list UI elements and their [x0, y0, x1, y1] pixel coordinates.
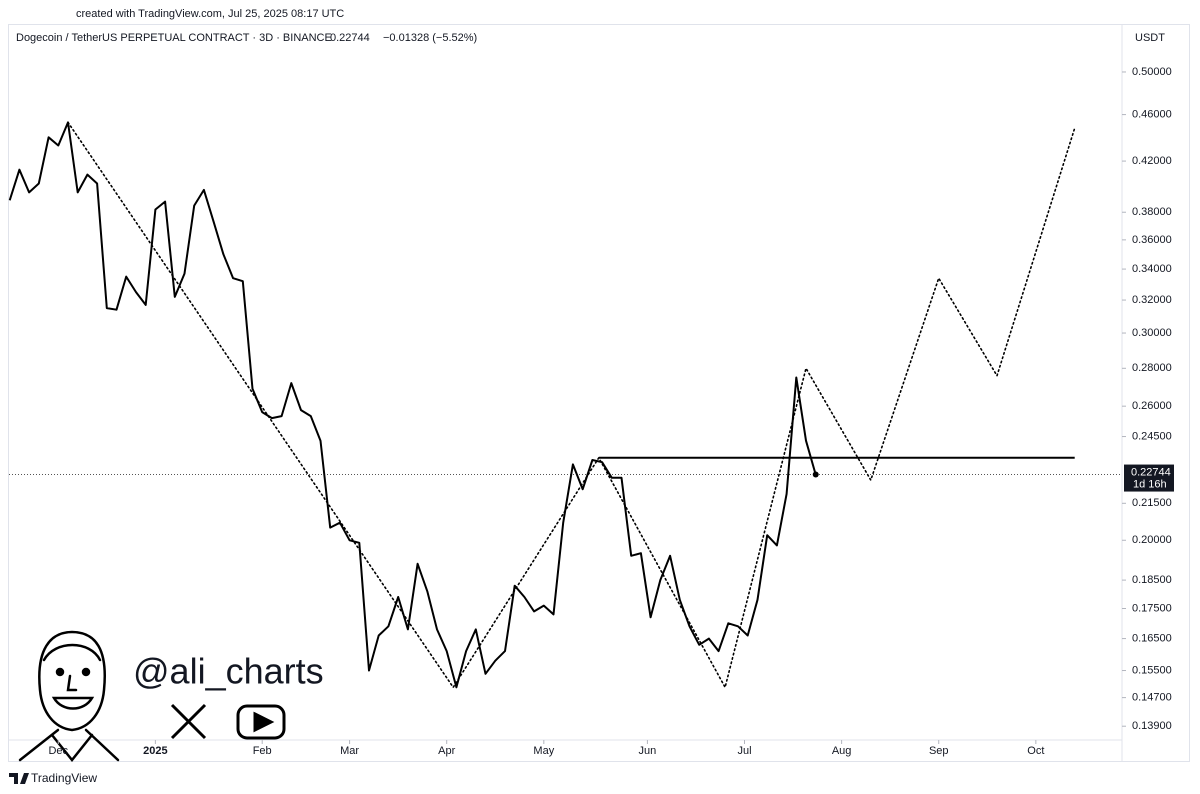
last-price-box — [1124, 464, 1174, 492]
chart-frame — [8, 24, 1190, 762]
header-change: −0.01328 (−5.52%) — [383, 32, 477, 44]
x-tick-label: Feb — [253, 745, 272, 757]
y-tick-label: 0.14700 — [1132, 692, 1172, 704]
y-tick-label: 0.16500 — [1132, 632, 1172, 644]
x-tick-label: Jul — [737, 745, 751, 757]
y-tick-label: 0.18500 — [1132, 574, 1172, 586]
y-tick-label: 0.21500 — [1132, 497, 1172, 509]
brand: TradingView — [9, 771, 97, 785]
y-tick-label: 0.46000 — [1132, 108, 1172, 120]
projection-line — [67, 121, 1076, 689]
last-price-label: 0.22744 — [1131, 466, 1171, 478]
watermark: @ali_charts — [18, 630, 324, 763]
x-tick-label: Sep — [929, 745, 949, 757]
x-tick-label: Apr — [438, 745, 455, 757]
chart-title: Dogecoin / TetherUS PERPETUAL CONTRACT ·… — [16, 32, 332, 44]
x-tick-label: May — [533, 745, 554, 757]
y-tick-label: 0.26000 — [1132, 400, 1172, 412]
x-tick-label: Mar — [340, 745, 359, 757]
brand-logo — [9, 773, 29, 784]
y-tick-label: 0.32000 — [1132, 294, 1172, 306]
y-tick-label: 0.34000 — [1132, 263, 1172, 275]
brand-name: TradingView — [31, 771, 97, 785]
x-tick-label: Oct — [1027, 745, 1044, 757]
y-tick-label: 0.42000 — [1132, 155, 1172, 167]
x-tick-label: 2025 — [143, 745, 167, 757]
last-point — [812, 471, 819, 478]
y-tick-label: 0.20000 — [1132, 534, 1172, 546]
y-unit: USDT — [1135, 32, 1165, 44]
watermark-handle: @ali_charts — [133, 651, 324, 692]
x-tick-label: Aug — [832, 745, 852, 757]
x-tick-label: Jun — [639, 745, 657, 757]
y-tick-label: 0.28000 — [1132, 362, 1172, 374]
created-note: created with TradingView.com, Jul 25, 20… — [76, 8, 344, 20]
x-tick-label: Dec — [48, 745, 68, 757]
header-price: 0.22744 — [330, 32, 370, 44]
y-tick-label: 0.30000 — [1132, 327, 1172, 339]
y-tick-label: 0.50000 — [1132, 66, 1172, 78]
countdown: 1d 16h — [1133, 478, 1167, 490]
y-tick-label: 0.38000 — [1132, 206, 1172, 218]
price-line — [8, 121, 817, 689]
y-tick-label: 0.17500 — [1132, 602, 1172, 614]
y-tick-label: 0.15500 — [1132, 664, 1172, 676]
y-tick-label: 0.36000 — [1132, 234, 1172, 246]
y-tick-label: 0.13900 — [1132, 720, 1172, 732]
social-icons — [170, 703, 286, 740]
y-tick-label: 0.24500 — [1132, 430, 1172, 442]
